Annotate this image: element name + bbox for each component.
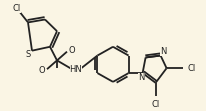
Text: O: O bbox=[38, 66, 45, 75]
Text: N: N bbox=[160, 47, 167, 56]
Text: Cl: Cl bbox=[13, 4, 21, 13]
Text: O: O bbox=[69, 46, 76, 55]
Text: N: N bbox=[138, 73, 145, 82]
Text: HN: HN bbox=[70, 65, 82, 74]
Text: Cl: Cl bbox=[188, 64, 196, 73]
Text: Cl: Cl bbox=[151, 100, 160, 109]
Text: S: S bbox=[25, 50, 31, 59]
